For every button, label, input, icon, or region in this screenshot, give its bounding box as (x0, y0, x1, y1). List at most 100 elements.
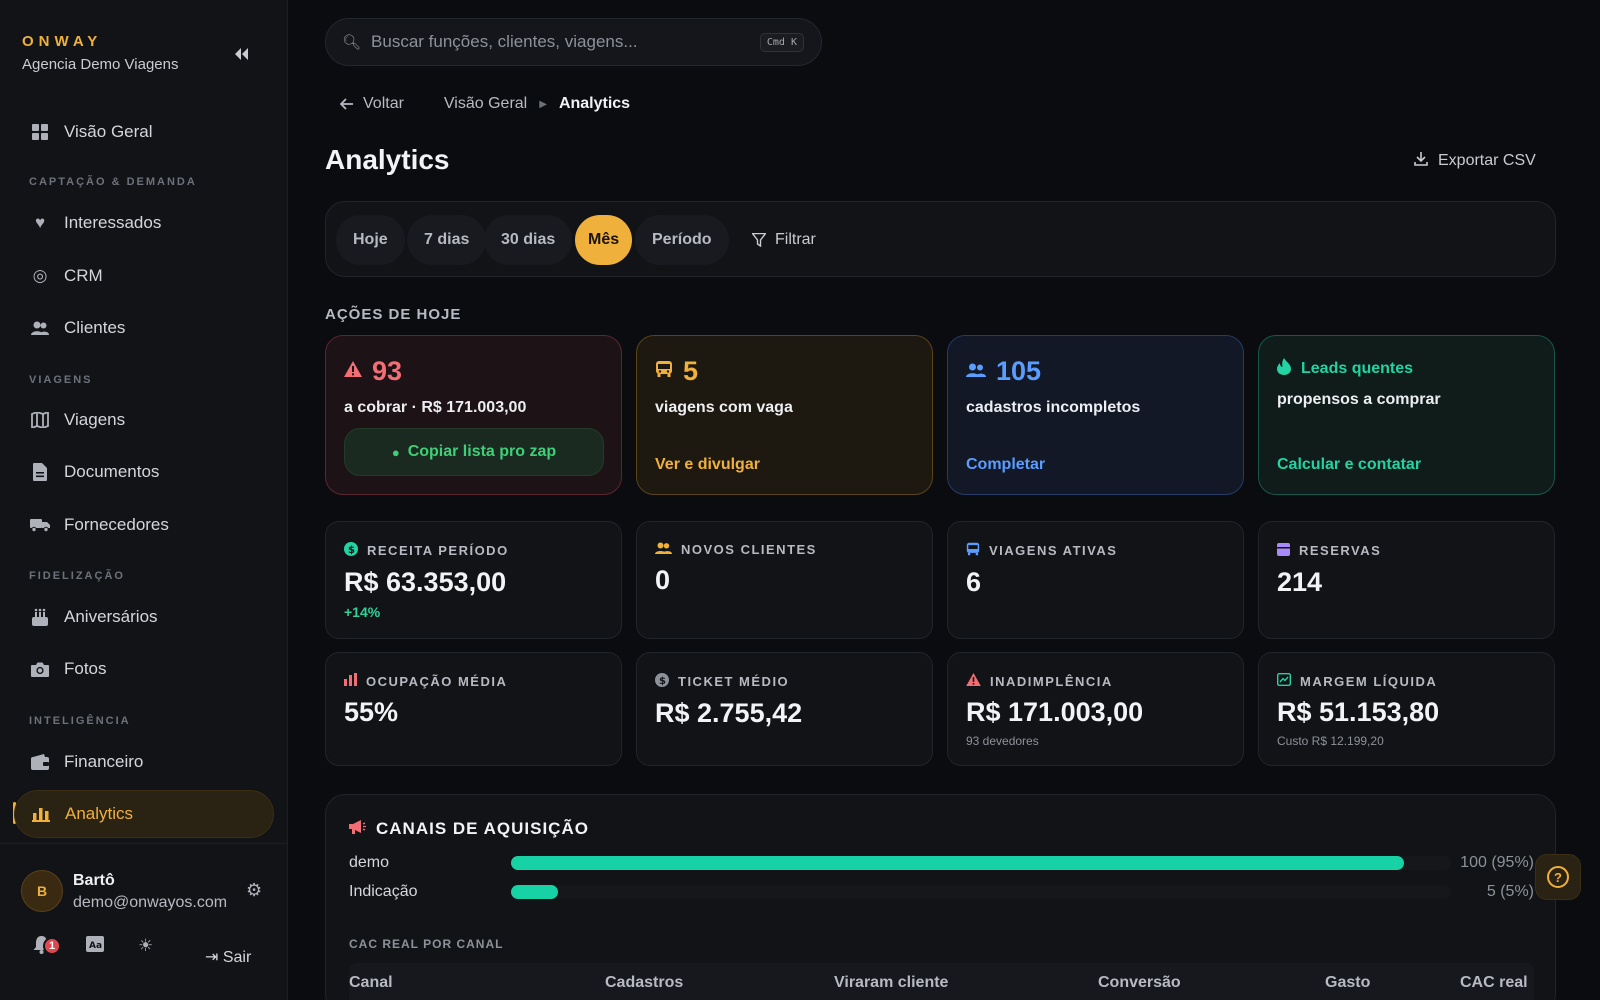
sidebar-item-label: Fornecedores (64, 515, 169, 534)
see-and-share-link[interactable]: Ver e divulgar (655, 456, 760, 473)
search-input[interactable] (371, 32, 757, 52)
logout-icon: ⇥ (205, 949, 223, 966)
channel-value: 5 (5%) (1486, 883, 1534, 900)
sidebar-item-label: Interessados (64, 213, 162, 232)
cac-table-header: Canal Cadastros Viraram cliente Conversã… (349, 963, 1534, 1000)
sidebar-item-documentos[interactable]: Documentos (14, 448, 274, 496)
brand: ONWAY Agencia Demo Viagens (22, 33, 179, 73)
column-header-conversao[interactable]: Conversão (1098, 974, 1181, 991)
whatsapp-icon: ● (391, 444, 400, 460)
grid-icon (30, 122, 50, 142)
kpi-value: R$ 51.153,80 (1277, 697, 1440, 727)
search-bar[interactable]: 🔍︎ Cmd K (325, 18, 822, 66)
sidebar-item-analytics[interactable]: Analytics (14, 790, 274, 838)
back-button[interactable]: Voltar (340, 95, 404, 113)
calculate-contact-link[interactable]: Calcular e contatar (1277, 456, 1422, 473)
page-title: Analytics (325, 144, 450, 175)
kpi-value: 55% (344, 697, 399, 727)
column-header-gasto[interactable]: Gasto (1325, 974, 1371, 991)
sidebar-item-viagens[interactable]: Viagens (14, 396, 274, 444)
copy-whatsapp-list-button[interactable]: ● Copiar lista pro zap (344, 428, 604, 476)
sidebar-item-financeiro[interactable]: Financeiro (14, 738, 274, 786)
sidebar-item-label: Fotos (64, 659, 107, 678)
kpi-value: R$ 2.755,42 (655, 698, 803, 728)
sidebar-item-clientes[interactable]: Clientes (14, 304, 274, 352)
dollar-icon: $ (655, 673, 669, 690)
copy-list-label: Copiar lista pro zap (407, 443, 557, 460)
translate-icon[interactable]: Aa (86, 936, 104, 957)
warning-icon (344, 361, 362, 382)
truck-icon (30, 515, 50, 535)
sun-icon[interactable]: ☀ (138, 936, 154, 955)
sidebar-item-visao-geral[interactable]: Visão Geral (14, 108, 274, 156)
kpi-label: INADIMPLÊNCIA (990, 673, 1113, 689)
collapse-sidebar-icon[interactable] (232, 45, 252, 65)
sidebar-item-label: Documentos (64, 462, 160, 481)
filter-7-dias[interactable]: 7 dias (407, 215, 487, 265)
bus-icon (655, 361, 673, 382)
channel-name: Indicação (349, 883, 418, 900)
user-name: Bartô (73, 872, 115, 889)
avatar[interactable]: B (21, 870, 63, 912)
channel-bar-track (511, 885, 1451, 899)
shortcut-hint: Cmd K (759, 33, 804, 52)
download-icon (1414, 152, 1428, 170)
kpi-label: TICKET MÉDIO (678, 674, 790, 689)
channel-row: demo 100 (95%) (349, 852, 1534, 874)
filter-hoje[interactable]: Hoje (336, 215, 405, 265)
column-header-viraram-cliente[interactable]: Viraram cliente (834, 974, 949, 991)
brand-logo[interactable]: ONWAY (22, 33, 103, 50)
section-viagens: VIAGENS (29, 374, 93, 386)
kpi-label: NOVOS CLIENTES (681, 542, 817, 557)
breadcrumb-current: Analytics (558, 95, 631, 112)
sidebar-item-label: Financeiro (64, 752, 144, 771)
profiles-count: 105 (996, 356, 1042, 386)
trips-description: viagens com vaga (655, 399, 793, 416)
column-header-cac-real[interactable]: CAC real (1460, 974, 1528, 991)
sidebar-item-label: Viagens (64, 410, 126, 429)
kpi-value: 214 (1277, 567, 1323, 597)
kpi-sub: Custo R$ 12.199,20 (1277, 734, 1384, 748)
sidebar-item-crm[interactable]: ◎ CRM (14, 252, 274, 300)
svg-text:Aa: Aa (89, 941, 102, 951)
arrow-left-icon (340, 98, 353, 110)
action-card-leads: Leads quentes propensos a comprar Calcul… (1258, 335, 1555, 495)
column-header-canal[interactable]: Canal (349, 974, 393, 991)
kpi-viagens-ativas: VIAGENS ATIVAS 6 (947, 521, 1244, 639)
export-csv-button[interactable]: Exportar CSV (1414, 152, 1536, 170)
help-button[interactable]: ? (1535, 854, 1581, 900)
leads-description: propensos a comprar (1277, 391, 1441, 408)
document-icon (30, 462, 50, 482)
megaphone-icon (349, 819, 366, 839)
debt-description: a cobrar · R$ 171.003,00 (344, 399, 527, 416)
filter-mes[interactable]: Mês (575, 215, 633, 265)
kpi-value: 6 (966, 567, 982, 597)
sidebar-item-interessados[interactable]: ♥ Interessados (14, 199, 274, 247)
sidebar-item-label: Aniversários (64, 607, 158, 626)
channel-value: 100 (95%) (1460, 854, 1534, 871)
sidebar-item-fornecedores[interactable]: Fornecedores (14, 501, 274, 549)
breadcrumb-parent[interactable]: Visão Geral (443, 95, 528, 112)
channel-bar-track (511, 856, 1451, 870)
cake-icon (30, 607, 50, 627)
filter-periodo[interactable]: Período (635, 215, 729, 265)
gear-icon[interactable]: ⚙ (246, 880, 263, 900)
bar-chart-icon (344, 673, 357, 689)
sidebar-item-fotos[interactable]: Fotos (14, 645, 274, 693)
section-inteligencia: INTELIGÊNCIA (29, 715, 131, 727)
breadcrumb: Voltar Visão Geral ▶ Analytics (340, 95, 630, 113)
users-icon (655, 542, 672, 557)
camera-icon (30, 659, 50, 679)
action-card-debt: 93 a cobrar · R$ 171.003,00 ● Copiar lis… (325, 335, 622, 495)
wallet-icon (30, 752, 50, 772)
sidebar-item-aniversarios[interactable]: Aniversários (14, 593, 274, 641)
logout-button[interactable]: ⇥ Sair (205, 947, 251, 967)
back-label: Voltar (363, 95, 404, 112)
channel-name: demo (349, 854, 390, 871)
complete-link[interactable]: Completar (966, 456, 1046, 473)
cac-section-title: CAC REAL POR CANAL (349, 937, 504, 951)
column-header-cadastros[interactable]: Cadastros (605, 974, 684, 991)
user-panel: B Bartô demo@onwayos.com ⚙ Aa ☀ (0, 843, 288, 1000)
filter-30-dias[interactable]: 30 dias (484, 215, 573, 265)
filter-button[interactable]: Filtrar (735, 215, 833, 265)
